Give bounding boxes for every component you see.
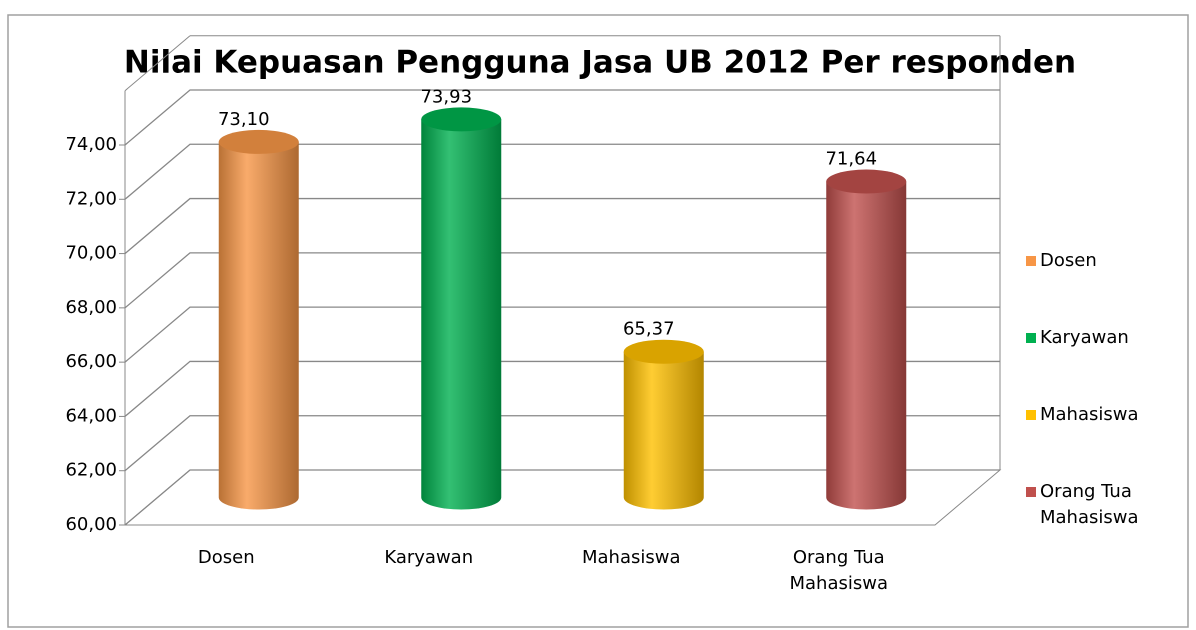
grid-line [124, 252, 1000, 309]
grid-line [124, 143, 1000, 200]
side-wall-top [124, 35, 191, 92]
legend-label: Orang Tua Mahasiswa [1040, 481, 1139, 528]
x-tick-label: Karyawan [384, 547, 474, 568]
x-tick-label: Orang Tua Mahasiswa [789, 547, 888, 594]
bar-top [623, 339, 704, 364]
legend-label: Mahasiswa [1040, 404, 1139, 425]
bar-top [218, 129, 299, 154]
bar [421, 119, 502, 510]
grid-line [124, 197, 1000, 255]
value-label: 73,10 [218, 109, 270, 130]
legend-swatch [1026, 487, 1036, 497]
grid-line [124, 415, 1000, 472]
bar [623, 351, 704, 510]
grid-line [124, 360, 1000, 417]
legend-label: Karyawan [1040, 327, 1129, 348]
bar-top [421, 107, 502, 132]
value-label: 73,93 [420, 86, 472, 107]
y-tick-label: 74,00 [65, 134, 117, 155]
value-label: 65,37 [623, 319, 675, 340]
value-label: 71,64 [825, 149, 877, 170]
chart-title: Nilai Kepuasan Pengguna Jasa UB 2012 Per… [124, 45, 1076, 81]
y-tick-label: 62,00 [65, 460, 117, 481]
legend-swatch [1026, 333, 1036, 343]
x-tick-label: Dosen [197, 547, 255, 568]
bar [218, 141, 299, 510]
y-tick-label: 72,00 [65, 188, 117, 209]
bar [826, 181, 907, 510]
y-tick-label: 66,00 [65, 351, 117, 372]
legend-label: Dosen [1040, 250, 1097, 271]
frame [7, 14, 1189, 628]
grid-line [124, 89, 1000, 146]
legend-swatch [1026, 256, 1036, 266]
grid-line [124, 469, 1000, 526]
y-tick-label: 60,00 [65, 514, 117, 535]
grid-line [124, 306, 1000, 363]
bar-top [826, 169, 907, 194]
y-tick-label: 68,00 [65, 297, 117, 318]
y-tick-label: 64,00 [65, 405, 117, 426]
x-tick-label: Mahasiswa [581, 547, 681, 568]
legend-swatch [1026, 410, 1036, 420]
y-tick-label: 70,00 [65, 243, 117, 264]
